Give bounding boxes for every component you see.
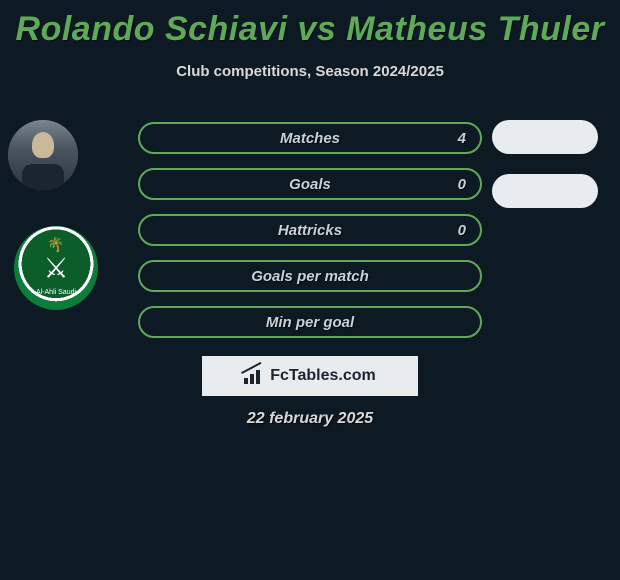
date-label: 22 february 2025	[247, 410, 373, 428]
bar-chart-icon	[244, 368, 264, 384]
branding-badge: FcTables.com	[202, 356, 418, 396]
stat-label: Goals per match	[251, 268, 369, 285]
subtitle: Club competitions, Season 2024/2025	[0, 63, 620, 80]
comparison-pill	[492, 174, 598, 208]
stat-value: 4	[458, 130, 466, 147]
stat-label: Matches	[280, 130, 340, 147]
stat-value: 0	[458, 176, 466, 193]
crest-text: Al-Ahli Saudi	[36, 289, 76, 296]
crest-tree-icon: 🌴	[47, 236, 64, 253]
stat-bar-goals: Goals 0	[138, 168, 482, 200]
stats-column: Matches 4 Goals 0 Hattricks 0 Goals per …	[138, 122, 482, 338]
stat-label: Goals	[289, 176, 331, 193]
player1-avatar	[8, 120, 78, 190]
stat-value: 0	[458, 222, 466, 239]
crest-swords-icon: ⚔	[43, 252, 68, 285]
stat-label: Hattricks	[278, 222, 342, 239]
stat-bar-hattricks: Hattricks 0	[138, 214, 482, 246]
stat-label: Min per goal	[266, 314, 354, 331]
club-crest: 🌴 ⚔ Al-Ahli Saudi	[14, 226, 98, 310]
stat-bar-min-per-goal: Min per goal	[138, 306, 482, 338]
stat-bar-matches: Matches 4	[138, 122, 482, 154]
page-title: Rolando Schiavi vs Matheus Thuler	[0, 0, 620, 49]
player1-photo-placeholder	[8, 120, 78, 190]
comparison-pills-column	[492, 120, 598, 208]
stat-bar-goals-per-match: Goals per match	[138, 260, 482, 292]
avatars-column: 🌴 ⚔ Al-Ahli Saudi	[8, 120, 98, 310]
branding-text: FcTables.com	[270, 367, 376, 385]
comparison-pill	[492, 120, 598, 154]
